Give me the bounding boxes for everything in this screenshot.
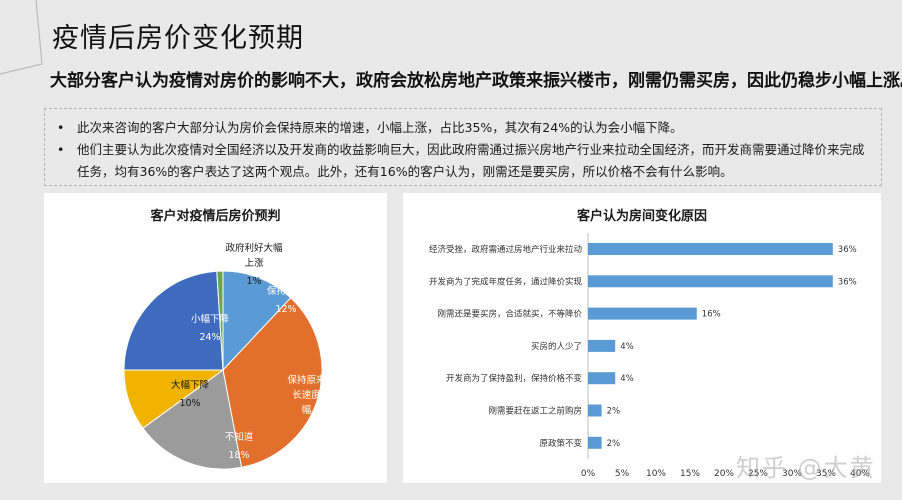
bar xyxy=(588,275,833,288)
pie-slice-value: 10% xyxy=(179,398,200,409)
x-tick-label: 0% xyxy=(581,469,596,479)
pie-chart-panel: 客户对疫情后房价预判 保持不变 12% 保持原来的增长速度，小幅上涨 35% 不知道 18… xyxy=(44,193,387,483)
pie-slice-value: 12% xyxy=(275,304,296,315)
pie-slice xyxy=(222,270,292,372)
bullet-marker: • xyxy=(57,120,65,135)
bar-value-label: 2% xyxy=(607,439,621,449)
bar-value-label: 4% xyxy=(620,342,634,352)
bar xyxy=(588,372,616,385)
bar-value-label: 36% xyxy=(838,245,857,255)
pie-slice-label: 政府利好大幅上涨 xyxy=(225,242,283,269)
bar-value-label: 4% xyxy=(620,374,634,384)
x-tick-label: 25% xyxy=(748,469,768,479)
page-title: 疫情后房价变化预期 xyxy=(52,23,304,54)
pie-slice xyxy=(216,270,224,371)
bar-category-label: 经济受挫，政府需通过房地产行业来拉动 xyxy=(429,244,583,255)
watermark: 知乎 @大黄 xyxy=(736,454,876,482)
page-subtitle: 大部分客户认为疫情对房价的影响不大，政府会放松房地产政策来振兴楼市，刚需仍需买房… xyxy=(50,71,902,91)
x-tick-label: 35% xyxy=(816,469,836,479)
pie-slice-value: 1% xyxy=(246,276,261,287)
bar xyxy=(588,307,697,320)
pie-slice xyxy=(142,369,243,470)
summary-bullet: • 他们主要认为此次疫情对全国经济以及开发商的收益影响巨大，因此政府需通过振兴房… xyxy=(55,139,871,183)
summary-box: • 此次来咨询的客户大部分认为房价会保持原来的增速，小幅上涨，占比35%，其次有… xyxy=(44,108,882,186)
x-tick-label: 15% xyxy=(680,469,700,479)
pie-slice-value: 24% xyxy=(199,332,220,343)
x-tick-label: 30% xyxy=(782,469,802,479)
bar-category-label: 开发商为了保持盈利，保持价格不变 xyxy=(446,373,583,384)
x-tick-label: 5% xyxy=(615,469,630,479)
bar xyxy=(588,243,833,255)
pie-slice-label: 保持原来的增长速度，小幅上涨 xyxy=(287,374,344,416)
bar-chart-title: 客户认为房间变化原因 xyxy=(576,209,707,224)
pie-slice xyxy=(123,270,224,371)
bullet-text: 此次来咨询的客户大部分认为房价会保持原来的增速，小幅上涨，占比35%，其次有24… xyxy=(77,120,683,135)
bar-category-label: 刚需要赶在返工之前购房 xyxy=(488,406,582,417)
corner-decoration xyxy=(0,0,43,75)
bar xyxy=(588,339,616,352)
x-tick-label: 10% xyxy=(646,469,666,479)
pie-chart-title: 客户对疫情后房价预判 xyxy=(150,209,281,224)
bar xyxy=(588,436,602,449)
bar-value-label: 2% xyxy=(607,407,621,417)
bar-category-label: 原政策不变 xyxy=(539,438,582,449)
pie-slice-label: 小幅下降 xyxy=(191,313,230,325)
pie-slice-value: 18% xyxy=(228,450,249,461)
pie-slice-value: 35% xyxy=(305,423,326,434)
bullet-marker: • xyxy=(57,142,65,157)
x-tick-label: 40% xyxy=(850,469,870,479)
bullet-text: 他们主要认为此次疫情对全国经济以及开发商的收益影响巨大，因此政府需通过振兴房地产… xyxy=(77,142,865,179)
bar-category-label: 买房的人少了 xyxy=(531,341,582,352)
summary-bullet: • 此次来咨询的客户大部分认为房价会保持原来的增速，小幅上涨，占比35%，其次有… xyxy=(55,117,871,139)
x-tick-label: 20% xyxy=(714,469,734,479)
pie-slice-label: 不知道 xyxy=(225,431,254,443)
bar-chart-panel: 客户认为房间变化原因 经济受挫，政府需通过房地产行业来拉动 36% 开发商为了完成年… xyxy=(403,193,881,483)
pie-slice-label: 保持不变 xyxy=(267,285,306,297)
bar-value-label: 16% xyxy=(702,310,721,320)
pie-chart: 保持不变 12% 保持原来的增长速度，小幅上涨 35% 不知道 18% 大幅下降 10% 小幅下… xyxy=(123,242,345,470)
bar-value-label: 36% xyxy=(838,277,857,287)
pie-slice-label: 大幅下降 xyxy=(171,379,210,391)
bar-category-label: 刚需还是要买房，合适就买，不等降价 xyxy=(437,309,582,320)
bar-category-label: 开发商为了完成年度任务，通过降价实现 xyxy=(429,276,583,287)
bar-chart: 经济受挫，政府需通过房地产行业来拉动 36% 开发商为了完成年度任务，通过降价实现 3… xyxy=(429,233,870,479)
pie-slice xyxy=(222,297,323,468)
bar xyxy=(588,404,602,417)
